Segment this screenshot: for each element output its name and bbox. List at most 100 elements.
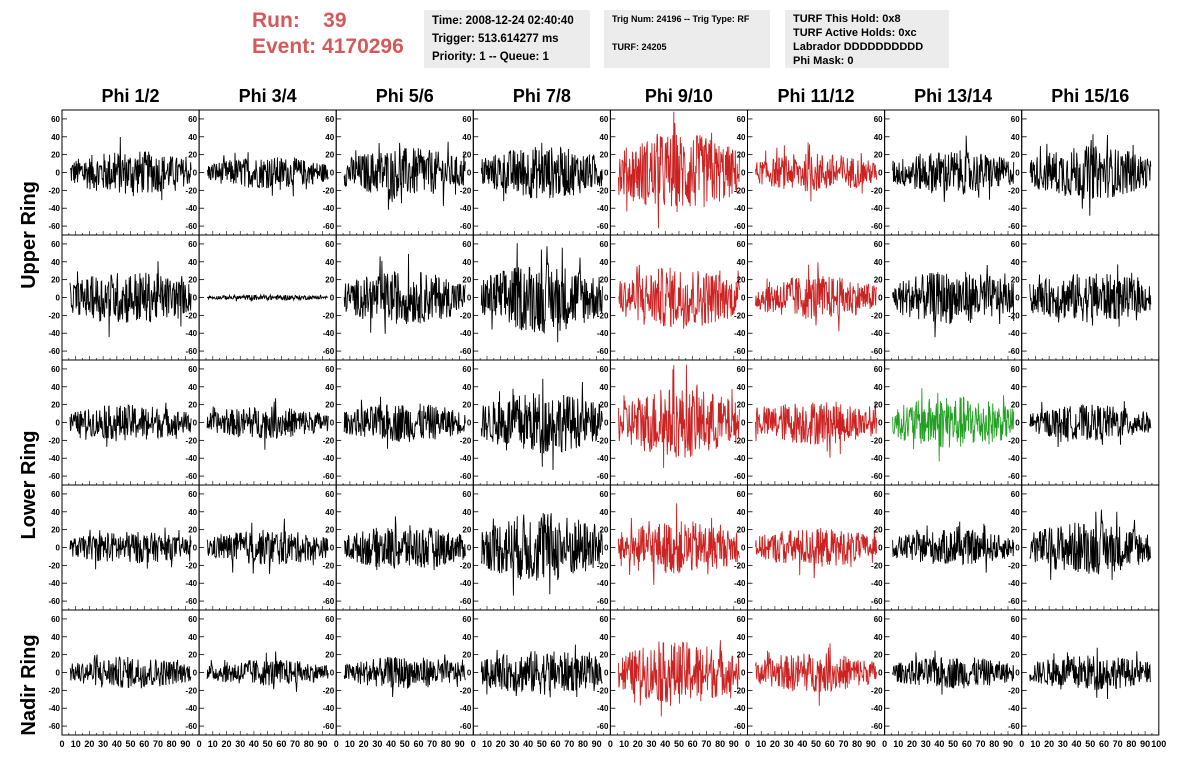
- y-tick-label: -20: [323, 561, 335, 570]
- y-tick-label: -60: [323, 722, 335, 731]
- y-tick-label: 0: [330, 419, 335, 428]
- column-header: Phi 5/6: [375, 86, 434, 106]
- waveform-trace: [1029, 647, 1151, 700]
- y-tick-label: 60: [51, 240, 60, 249]
- x-tick-label: 30: [235, 739, 245, 749]
- x-tick-label: 50: [400, 739, 410, 749]
- y-tick-label: -20: [871, 186, 883, 195]
- y-tick-label: -60: [871, 472, 883, 481]
- column-header: Phi 13/14: [914, 86, 993, 106]
- waveform-trace: [343, 516, 466, 571]
- y-tick-label: 40: [188, 383, 197, 392]
- y-tick-label: -20: [871, 561, 883, 570]
- x-tick-label: 70: [976, 739, 986, 749]
- waveform-trace: [617, 640, 740, 717]
- x-tick-label: 80: [852, 739, 862, 749]
- y-tick-label: -40: [186, 454, 198, 463]
- y-tick-label: -60: [186, 472, 198, 481]
- y-tick-label: -60: [48, 222, 60, 231]
- x-tick-label: 20: [633, 739, 643, 749]
- y-tick-label: -20: [186, 686, 198, 695]
- x-tick-label: 60: [551, 739, 561, 749]
- x-tick-label: 60: [688, 739, 698, 749]
- y-tick-label: 40: [874, 258, 883, 267]
- y-tick-label: 60: [1011, 490, 1020, 499]
- event-value: 4170296: [322, 35, 404, 58]
- y-tick-label: 60: [325, 615, 334, 624]
- y-tick-label: -20: [186, 311, 198, 320]
- y-tick-label: 40: [325, 383, 334, 392]
- y-tick-label: -20: [597, 311, 609, 320]
- x-tick-label: 20: [84, 739, 94, 749]
- y-tick-label: 20: [51, 401, 60, 410]
- y-tick-label: 60: [188, 490, 197, 499]
- y-tick-label: 0: [330, 544, 335, 553]
- waveform-trace: [206, 398, 329, 450]
- y-tick-label: -40: [871, 579, 883, 588]
- y-tick-label: -60: [460, 472, 472, 481]
- y-tick-label: -20: [734, 311, 746, 320]
- y-tick-label: 20: [1011, 276, 1020, 285]
- y-tick-label: -60: [1008, 222, 1020, 231]
- y-tick-label: -20: [48, 186, 60, 195]
- y-tick-label: -60: [1008, 347, 1020, 356]
- run-event-box: Run: 39 Event: 4170296: [252, 8, 404, 60]
- y-tick-label: 60: [325, 115, 334, 124]
- y-tick-label: -40: [597, 579, 609, 588]
- x-tick-label: 0: [882, 739, 887, 749]
- y-tick-label: -40: [323, 329, 335, 338]
- waveform-trace: [343, 141, 466, 210]
- x-tick-label: 0: [471, 739, 476, 749]
- y-tick-label: -20: [597, 436, 609, 445]
- y-tick-label: -40: [460, 704, 472, 713]
- y-tick-label: -20: [1008, 686, 1020, 695]
- y-tick-label: -60: [323, 597, 335, 606]
- x-tick-label: 60: [962, 739, 972, 749]
- y-tick-label: -60: [734, 222, 746, 231]
- x-tick-label: 0: [608, 739, 613, 749]
- x-tick-label: 90: [455, 739, 465, 749]
- x-tick-label: 70: [564, 739, 574, 749]
- y-tick-label: -60: [734, 597, 746, 606]
- x-tick-label: 40: [386, 739, 396, 749]
- waveform-trace: [892, 135, 1015, 202]
- y-tick-label: 40: [874, 383, 883, 392]
- y-tick-label: -60: [734, 472, 746, 481]
- y-tick-label: -60: [871, 222, 883, 231]
- y-tick-label: 0: [878, 544, 883, 553]
- y-tick-label: 60: [188, 615, 197, 624]
- y-tick-label: 0: [741, 419, 746, 428]
- y-tick-label: -20: [1008, 311, 1020, 320]
- x-tick-label: 90: [866, 739, 876, 749]
- y-tick-label: 0: [467, 419, 472, 428]
- y-tick-label: -20: [871, 311, 883, 320]
- y-tick-label: 40: [1011, 133, 1020, 142]
- x-tick-label: 80: [989, 739, 999, 749]
- waveform-trace: [343, 654, 466, 698]
- turf-hold-info: TURF This Hold: 0x8 TURF Active Holds: 0…: [785, 10, 949, 68]
- y-tick-label: 0: [193, 669, 198, 678]
- y-tick-label: 0: [56, 669, 61, 678]
- y-tick-label: -40: [48, 579, 60, 588]
- y-tick-label: 20: [51, 526, 60, 535]
- y-tick-label: 0: [741, 169, 746, 178]
- y-tick-label: -40: [734, 454, 746, 463]
- y-tick-label: -20: [734, 561, 746, 570]
- y-tick-label: 20: [188, 276, 197, 285]
- y-tick-label: -60: [323, 347, 335, 356]
- y-tick-label: 60: [599, 240, 608, 249]
- y-tick-label: 40: [325, 258, 334, 267]
- waveform-trace: [206, 651, 329, 692]
- y-tick-label: -20: [734, 436, 746, 445]
- y-tick-label: 60: [737, 365, 746, 374]
- labrador-line: Labrador DDDDDDDDDD: [793, 41, 924, 53]
- y-tick-label: 40: [188, 508, 197, 517]
- x-tick-label: 80: [304, 739, 314, 749]
- y-tick-label: -60: [597, 722, 609, 731]
- time-trigger-info: Time: 2008-12-24 02:40:40 Trigger: 513.6…: [424, 10, 590, 68]
- y-tick-label: -60: [871, 347, 883, 356]
- x-tick-label: 40: [797, 739, 807, 749]
- y-tick-label: -20: [48, 561, 60, 570]
- y-tick-label: 20: [51, 651, 60, 660]
- waveform-trace: [69, 261, 192, 338]
